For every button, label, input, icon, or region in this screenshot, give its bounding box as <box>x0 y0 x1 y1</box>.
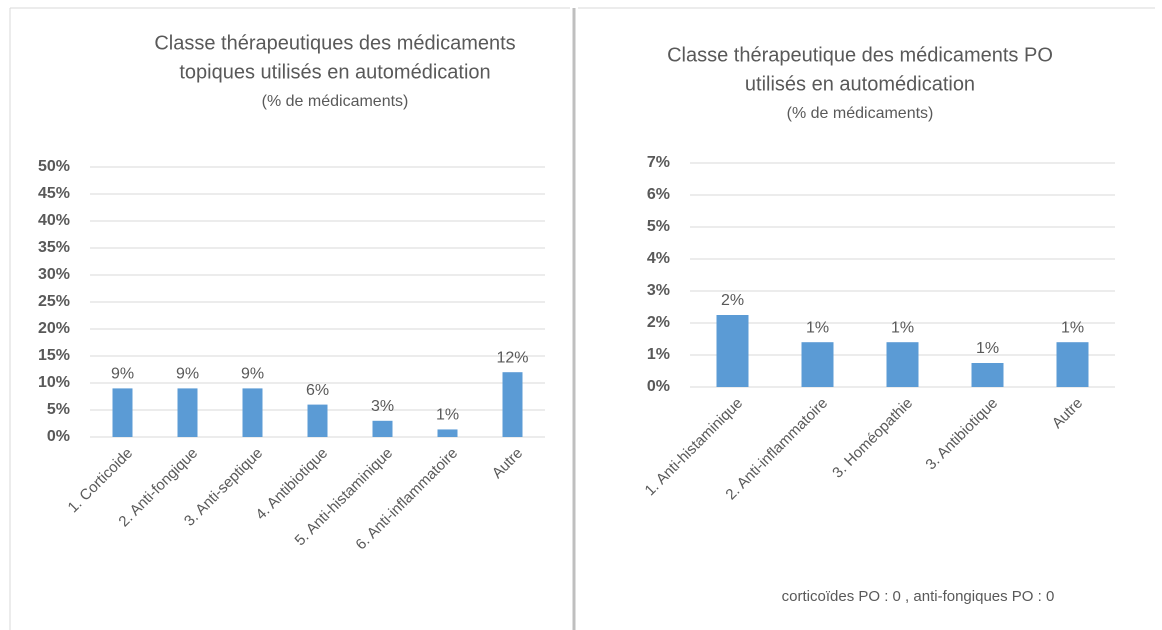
y-tick-label: 30% <box>38 266 70 283</box>
y-tick-label: 35% <box>38 239 70 256</box>
chart-title: utilisés en automédication <box>745 73 975 95</box>
y-tick-label: 2% <box>647 314 670 331</box>
y-tick-label: 5% <box>47 401 70 418</box>
chart-subtitle: (% de médicaments) <box>787 105 934 122</box>
value-label: 1% <box>1061 319 1084 336</box>
value-label: 2% <box>721 292 744 309</box>
bar <box>886 342 919 387</box>
value-label: 1% <box>806 319 829 336</box>
value-label: 3% <box>371 398 394 415</box>
bar <box>112 388 133 437</box>
bar <box>437 429 458 437</box>
y-tick-label: 0% <box>647 378 670 395</box>
chart-title: topiques utilisés en automédication <box>179 61 490 83</box>
value-label: 1% <box>891 319 914 336</box>
value-label: 9% <box>176 366 199 383</box>
y-tick-label: 6% <box>647 186 670 203</box>
bar <box>971 363 1004 387</box>
bar <box>307 404 328 437</box>
bar <box>242 388 263 437</box>
bar <box>801 342 834 387</box>
bar <box>372 420 393 437</box>
y-tick-label: 5% <box>647 218 670 235</box>
chart-subtitle: (% de médicaments) <box>262 93 409 110</box>
y-tick-label: 50% <box>38 158 70 175</box>
chart-title: Classe thérapeutique des médicaments PO <box>667 44 1053 66</box>
y-tick-label: 15% <box>38 347 70 364</box>
y-tick-label: 4% <box>647 250 670 267</box>
y-tick-label: 40% <box>38 212 70 229</box>
y-tick-label: 45% <box>38 185 70 202</box>
y-tick-label: 1% <box>647 346 670 363</box>
value-label: 6% <box>306 382 329 399</box>
value-label: 1% <box>436 407 459 424</box>
annotation: corticoïdes PO : 0 , anti-fongiques PO :… <box>782 588 1055 605</box>
value-label: 9% <box>111 366 134 383</box>
chart-title: Classe thérapeutiques des médicaments <box>154 32 515 54</box>
y-tick-label: 25% <box>38 293 70 310</box>
bar <box>1056 342 1089 387</box>
y-tick-label: 3% <box>647 282 670 299</box>
value-label: 12% <box>496 349 528 366</box>
y-tick-label: 7% <box>647 154 670 171</box>
y-tick-label: 0% <box>47 428 70 445</box>
value-label: 1% <box>976 340 999 357</box>
y-tick-label: 10% <box>38 374 70 391</box>
y-tick-label: 20% <box>38 320 70 337</box>
bar <box>177 388 198 437</box>
value-label: 9% <box>241 366 264 383</box>
bar <box>502 372 523 437</box>
bar <box>716 315 749 387</box>
